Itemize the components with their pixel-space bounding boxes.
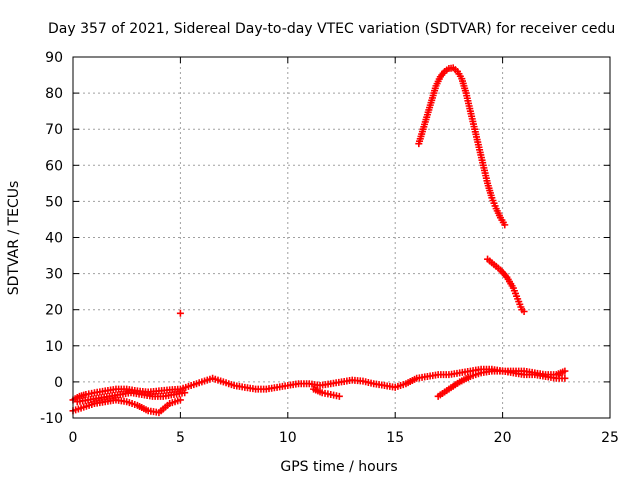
y-tick-label: 90 [45, 50, 63, 66]
data-point [520, 308, 528, 316]
y-tick-label: 60 [45, 158, 63, 174]
y-tick-label: 10 [45, 339, 63, 355]
data-point [561, 367, 569, 375]
x-axis-label: GPS time / hours [280, 459, 397, 475]
x-tick-label: 15 [386, 430, 404, 446]
data-point [176, 309, 184, 317]
data-point [561, 374, 569, 382]
y-tick-label: 80 [45, 86, 63, 102]
data-point [176, 396, 184, 404]
y-tick-label: 40 [45, 231, 63, 247]
x-tick-label: 5 [176, 430, 185, 446]
data-point [181, 389, 189, 397]
y-axis-label: SDTVAR / TECUs [6, 181, 22, 296]
grid-lines [73, 57, 610, 418]
chart-title: Day 357 of 2021, Sidereal Day-to-day VTE… [48, 21, 615, 37]
data-markers [69, 64, 569, 417]
y-tick-label: 50 [45, 194, 63, 210]
data-point [501, 221, 509, 229]
data-point [335, 392, 343, 400]
y-tick-label: 20 [45, 303, 63, 319]
x-tick-label: 10 [279, 430, 297, 446]
y-tick-label: -10 [40, 411, 63, 427]
y-tick-label: 70 [45, 122, 63, 138]
x-tick-label: 0 [69, 430, 78, 446]
x-tick-label: 25 [601, 430, 619, 446]
y-tick-label: 0 [54, 375, 63, 391]
x-tick-label: 20 [494, 430, 512, 446]
y-tick-label: 30 [45, 267, 63, 283]
axes: 0 5 10 15 20 25 -10 0 10 20 30 40 50 60 70 80 90 [40, 50, 619, 446]
